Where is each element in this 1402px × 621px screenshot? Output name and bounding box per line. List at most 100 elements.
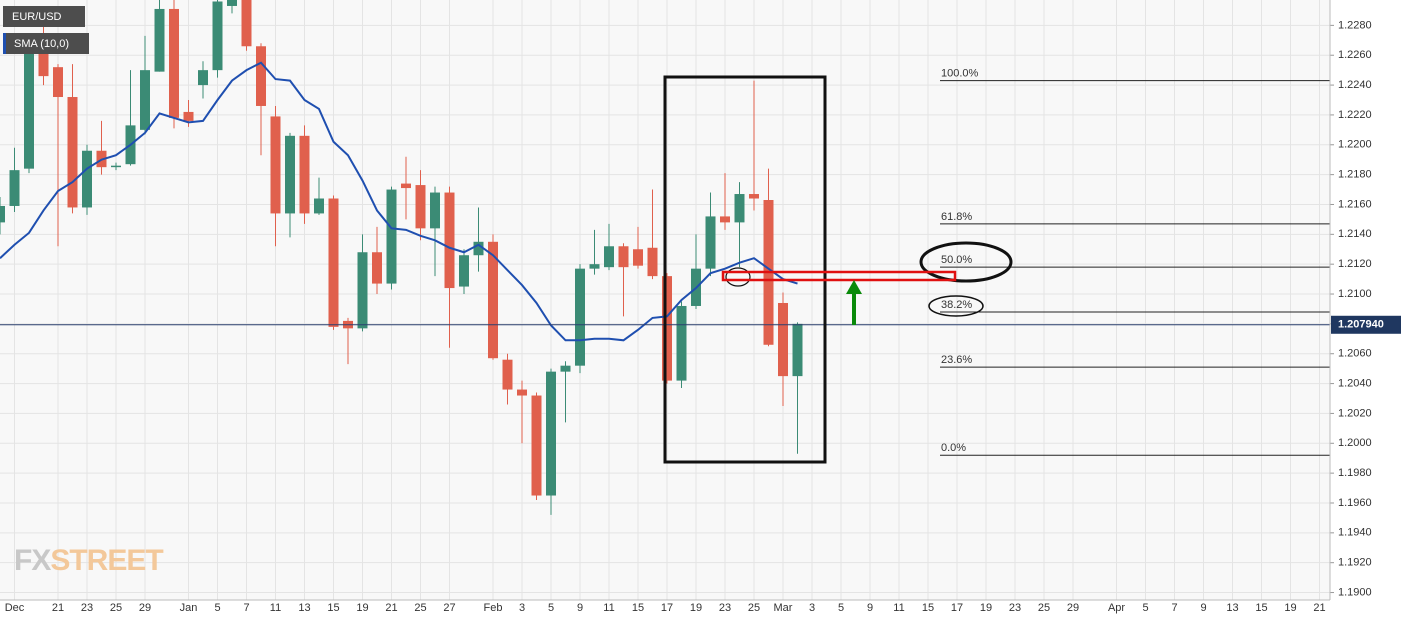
x-tick-label: 9 (867, 602, 873, 614)
y-tick-label: 1.2100 (1338, 288, 1372, 300)
x-tick-label: 19 (356, 602, 368, 614)
x-tick-label: 3 (519, 602, 525, 614)
axis-background (1330, 0, 1402, 621)
x-tick-label: 25 (414, 602, 426, 614)
candle-body (778, 302, 788, 377)
y-tick-label: 1.2000 (1338, 437, 1372, 449)
x-tick-label: 3 (809, 602, 815, 614)
candle-body (140, 70, 150, 130)
x-tick-label: 17 (951, 602, 963, 614)
candle-body (720, 216, 730, 223)
candle-body (589, 264, 600, 269)
candle-body (676, 305, 687, 381)
candle-body (647, 247, 658, 277)
candle-body (517, 389, 527, 396)
x-tick-label: 21 (385, 602, 397, 614)
x-tick-label: 7 (1171, 602, 1177, 614)
fib-ellipse (919, 241, 1013, 283)
x-tick-label: 27 (443, 602, 455, 614)
candle-body (604, 246, 614, 268)
watermark-fx: FX (14, 544, 51, 577)
y-tick-label: 1.2160 (1338, 198, 1372, 210)
watermark-street: STREET (50, 544, 163, 577)
candle-body (24, 50, 34, 169)
y-tick-label: 1.1940 (1338, 527, 1372, 539)
candle-body (430, 192, 440, 229)
x-tick-label: 17 (661, 602, 673, 614)
x-tick-label: 5 (838, 602, 844, 614)
arrow-head (846, 280, 862, 294)
x-tick-label: 21 (52, 602, 64, 614)
x-tick-label: 29 (1067, 602, 1079, 614)
fib-label: 38.2% (941, 299, 972, 311)
highlight-box (663, 75, 827, 464)
candle-body (546, 371, 556, 496)
candle-body (53, 67, 63, 98)
y-tick-label: 1.2260 (1338, 49, 1372, 61)
y-tick-label: 1.1920 (1338, 557, 1372, 569)
x-tick-label: 5 (1142, 602, 1148, 614)
fib-label: 50.0% (941, 254, 972, 266)
candle-body (198, 70, 208, 86)
candle-body (169, 8, 179, 118)
x-tick-label: Mar (774, 602, 793, 614)
x-tick-label: 15 (327, 602, 339, 614)
x-tick-label: 5 (548, 602, 554, 614)
x-tick-label: Dec (5, 602, 25, 614)
candle-body (241, 0, 252, 47)
candle-body (357, 252, 368, 329)
candle-body (618, 246, 629, 268)
candle-body (270, 116, 281, 214)
x-tick-label: 23 (719, 602, 731, 614)
candle-body (154, 8, 165, 72)
x-tick-label: Jan (180, 602, 198, 614)
candle-body (560, 365, 571, 372)
fib-ellipse (928, 295, 984, 317)
fib-label: 0.0% (941, 442, 966, 454)
x-tick-label: 15 (1255, 602, 1267, 614)
candle-body (386, 189, 397, 284)
x-tick-label: Feb (484, 602, 503, 614)
x-tick-label: 25 (110, 602, 122, 614)
y-tick-label: 1.2200 (1338, 139, 1372, 151)
candle-body (9, 170, 20, 206)
last-price-label: 1.207940 (1338, 319, 1384, 331)
y-tick-label: 1.2120 (1338, 258, 1372, 270)
x-tick-label: 19 (690, 602, 702, 614)
candle-body (285, 135, 295, 214)
x-tick-label: 13 (1226, 602, 1238, 614)
candle-body (372, 252, 382, 284)
candle-body (82, 150, 92, 208)
y-tick-label: 1.2180 (1338, 169, 1372, 181)
candle-body (633, 249, 643, 266)
symbol-label: EUR/USD (12, 11, 62, 23)
x-tick-label: 21 (1313, 602, 1325, 614)
candle-body (111, 165, 121, 168)
candle-body (299, 135, 310, 214)
x-tick-label: 11 (893, 602, 904, 614)
candle-body (0, 205, 5, 223)
sma-label: SMA (10,0) (14, 38, 69, 50)
candle-body (734, 194, 745, 223)
last-price-box (1331, 315, 1401, 334)
x-tick-label: 9 (1200, 602, 1206, 614)
x-tick-label: 13 (298, 602, 310, 614)
x-tick-label: 19 (1284, 602, 1296, 614)
x-tick-label: Apr (1108, 602, 1125, 614)
candle-body (473, 241, 484, 256)
candle-body (256, 46, 266, 106)
x-tick-label: 11 (270, 602, 281, 614)
candle-body (38, 47, 49, 77)
y-tick-label: 1.2240 (1338, 79, 1372, 91)
y-tick-label: 1.1900 (1338, 586, 1372, 598)
fib-label: 23.6% (941, 354, 972, 366)
candle-body (502, 359, 513, 390)
x-tick-label: 15 (922, 602, 934, 614)
candle-body (67, 97, 78, 208)
sma-swatch (3, 33, 6, 54)
candle-body (488, 241, 498, 359)
candle-body (792, 323, 803, 377)
x-tick-label: 11 (603, 602, 614, 614)
x-tick-label: 9 (577, 602, 583, 614)
x-tick-label: 25 (748, 602, 760, 614)
